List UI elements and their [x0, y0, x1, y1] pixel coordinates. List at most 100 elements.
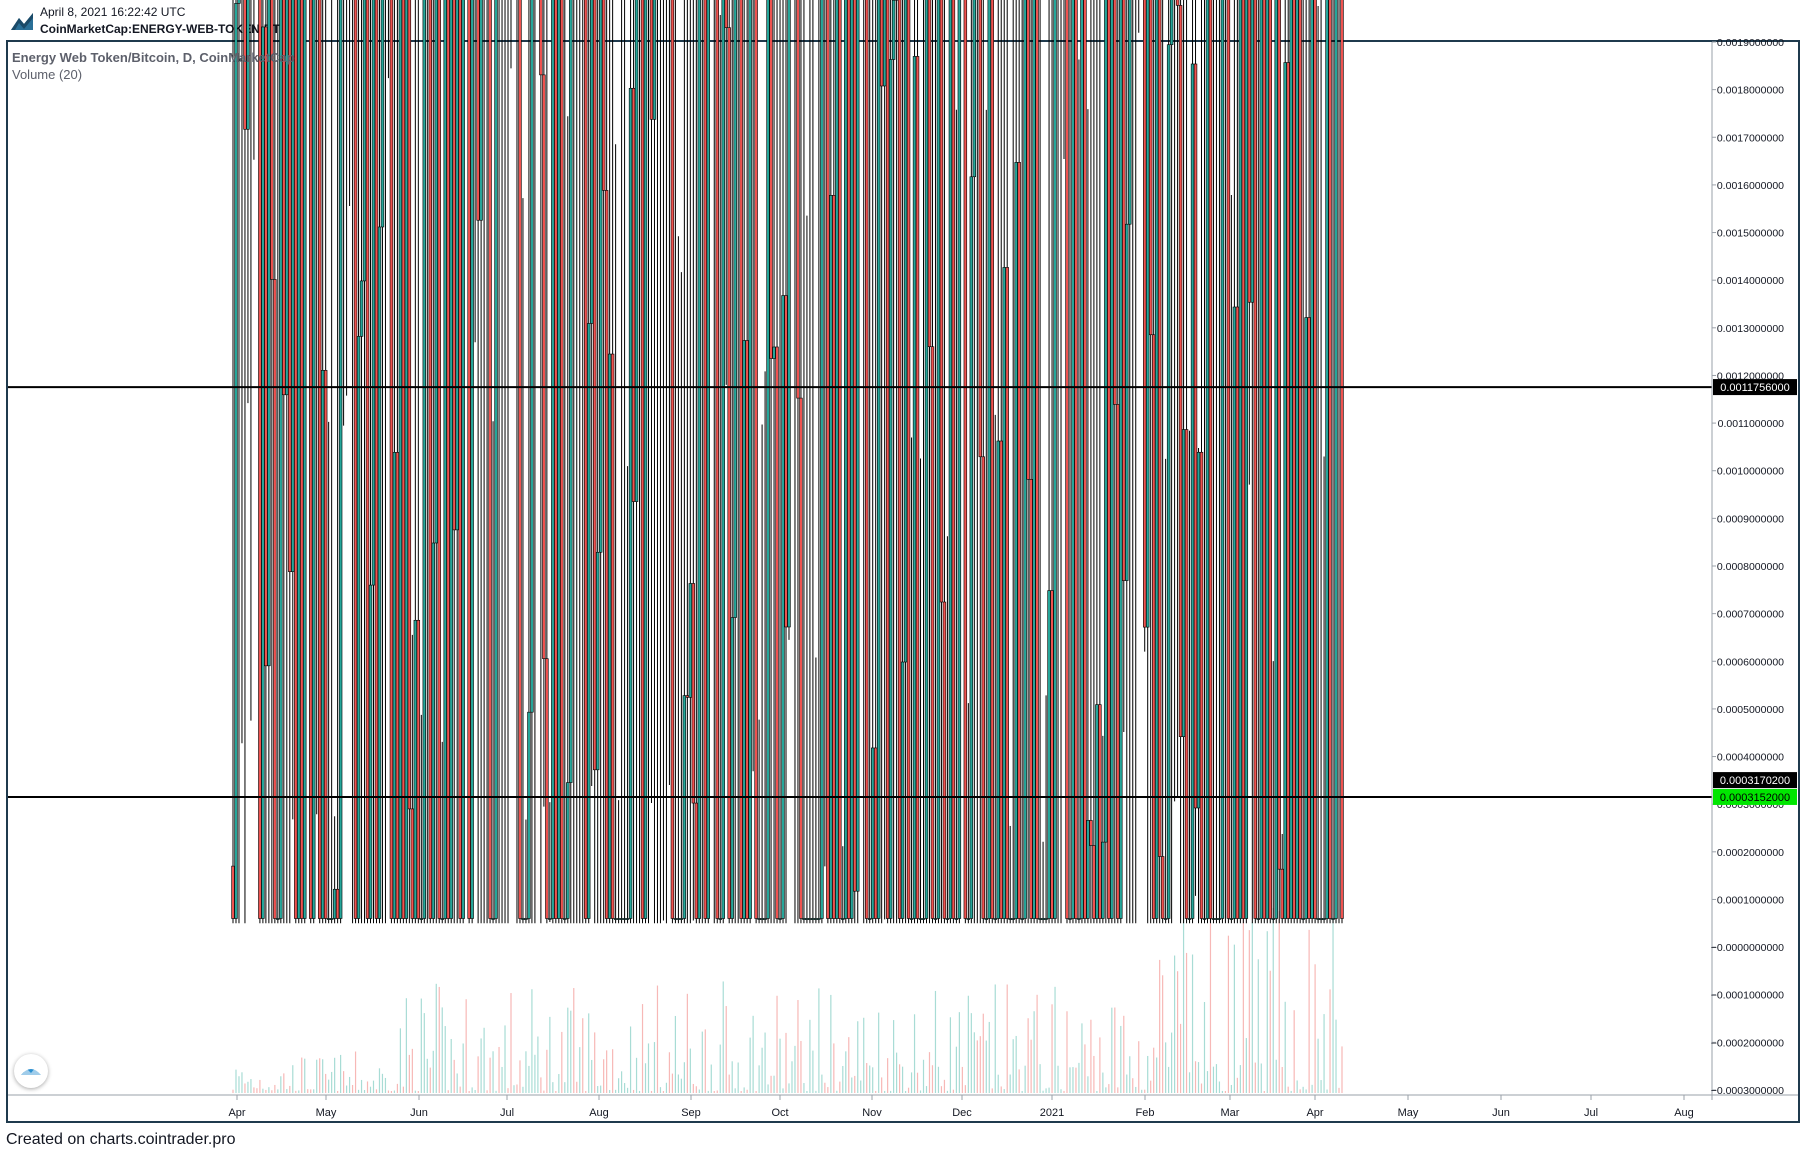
- snapshot-timestamp: April 8, 2021 16:22:42 UTC: [40, 5, 186, 19]
- candle: [1023, 0, 1027, 924]
- candle-body: [288, 0, 292, 572]
- candle-body: [601, 0, 606, 191]
- candle-body: [882, 0, 887, 87]
- candle-body: [748, 0, 752, 919]
- volume-bar: [609, 1089, 611, 1093]
- volume-bar: [1072, 1067, 1074, 1093]
- volume-bar: [1188, 1072, 1191, 1093]
- volume-bar: [770, 1075, 772, 1093]
- candle: [1014, 0, 1018, 924]
- time-axis[interactable]: Apr May Jun Jul Aug Sep Oct Nov Dec 2021 Feb Mar Apr…: [8, 1094, 1798, 1119]
- candle: [368, 0, 373, 924]
- volume-bar: [378, 1068, 381, 1093]
- volume-bar: [1257, 959, 1259, 1093]
- candle-body: [847, 0, 851, 919]
- volume-bar: [366, 1081, 369, 1093]
- candle-body: [524, 918, 528, 920]
- volume-bar: [973, 1032, 975, 1093]
- volume-bar: [1129, 1056, 1131, 1093]
- cointrader-watermark-icon[interactable]: [14, 1054, 48, 1088]
- time-tick-label: Aug: [589, 1107, 609, 1119]
- candle-body: [1262, 0, 1266, 919]
- candle: [727, 0, 731, 924]
- candle: [1119, 0, 1123, 924]
- candle-body: [1157, 0, 1162, 857]
- candle-body: [832, 195, 836, 919]
- candle: [365, 0, 370, 924]
- candle-body: [999, 440, 1003, 919]
- horizontal-lines: [8, 386, 1712, 798]
- candle-body: [338, 0, 343, 919]
- candle: [332, 816, 337, 924]
- candle-body: [933, 918, 938, 920]
- time-tick-label: Jul: [1584, 1107, 1598, 1119]
- volume-bar: [1153, 1047, 1155, 1093]
- volume-bar: [794, 1045, 796, 1093]
- volume-bar: [579, 1047, 581, 1093]
- candle-body: [745, 340, 749, 919]
- candle: [569, 0, 573, 924]
- candle: [1190, 0, 1195, 924]
- candle-body: [416, 619, 421, 919]
- volume-bar: [426, 1058, 428, 1093]
- candle-body: [682, 695, 687, 919]
- candle: [440, 741, 444, 924]
- candle: [483, 0, 485, 924]
- volume-bar: [265, 1089, 267, 1093]
- volume-bar: [594, 1032, 596, 1093]
- candle-body: [1169, 0, 1174, 46]
- volume-bar: [893, 1020, 895, 1093]
- candle: [850, 0, 854, 924]
- candle-body: [739, 0, 743, 919]
- candle: [999, 0, 1003, 924]
- price-axis[interactable]: 0.0019000000 0.0018000000 0.0017000000 0.00…: [1711, 37, 1784, 1100]
- candle: [1008, 825, 1012, 924]
- volume-bar: [842, 1065, 844, 1093]
- volume-bar: [869, 1065, 871, 1093]
- volume-bar: [949, 1017, 952, 1093]
- volume-bar: [1272, 907, 1274, 1093]
- volume-bar: [304, 1058, 306, 1093]
- candle: [906, 0, 911, 924]
- candle: [584, 0, 588, 924]
- volume-bar: [507, 1088, 509, 1093]
- volume-bar: [363, 1089, 366, 1093]
- volume-bar: [1203, 1002, 1206, 1093]
- candle: [1265, 0, 1269, 924]
- candle: [300, 0, 304, 924]
- volume-bar: [1314, 964, 1316, 1093]
- price-tag-box: [1713, 772, 1797, 789]
- candle-body: [566, 782, 570, 919]
- volume-bar: [396, 1083, 399, 1093]
- candle-body: [1068, 918, 1072, 920]
- candle-body: [410, 808, 415, 919]
- candle-body: [554, 0, 558, 919]
- volume-bar: [301, 1057, 303, 1093]
- candle: [590, 0, 594, 786]
- candle-body: [676, 918, 681, 920]
- volume-bar: [283, 1073, 285, 1093]
- volume-bar: [1242, 914, 1244, 1093]
- volume-bar: [1329, 989, 1331, 1093]
- candle-body: [814, 918, 818, 920]
- candle-body: [428, 0, 432, 919]
- volume-bar: [907, 1087, 910, 1093]
- candle: [1220, 0, 1225, 924]
- price-tick-label: 0.0001000000: [1717, 894, 1784, 906]
- volume-bar: [623, 1083, 626, 1093]
- candle-body: [560, 0, 564, 919]
- volume-bar: [707, 1090, 709, 1093]
- candle-body: [395, 452, 400, 919]
- candle: [387, 0, 389, 79]
- volume-bar: [839, 1081, 841, 1093]
- candle-body: [587, 323, 591, 919]
- candle: [1232, 0, 1237, 924]
- candle-body: [1181, 429, 1186, 737]
- candle-body: [1214, 918, 1219, 920]
- candle: [1208, 0, 1213, 924]
- time-tick-label: Oct: [771, 1107, 788, 1119]
- candle-body: [1166, 44, 1171, 919]
- candle: [1035, 0, 1039, 924]
- candle-body: [754, 0, 758, 919]
